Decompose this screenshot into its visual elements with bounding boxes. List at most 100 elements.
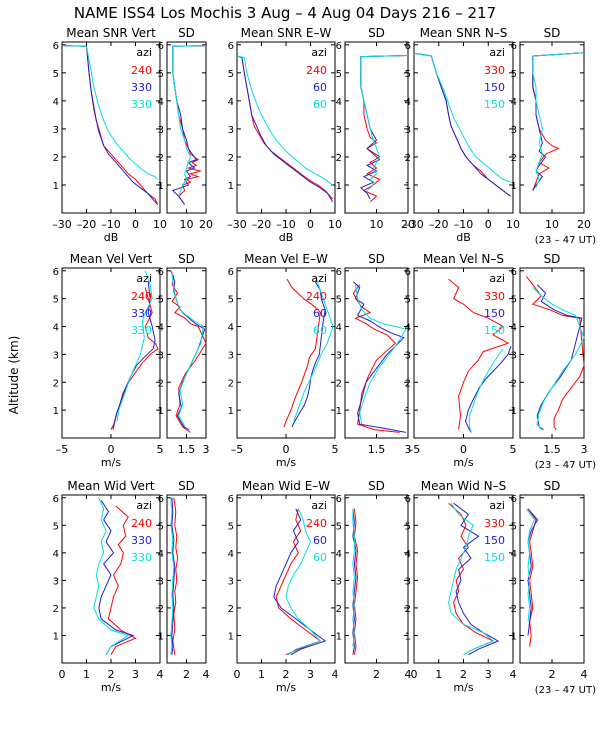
y-tick-label: 2: [228, 378, 234, 389]
y-tick-label: 5: [511, 295, 517, 306]
x-tick-label: –5: [408, 443, 421, 456]
series-line-red: [448, 278, 510, 430]
x-axis-label: m/s: [101, 681, 121, 694]
x-tick-label: 20: [199, 218, 213, 231]
y-tick-label: 2: [336, 378, 342, 389]
series-line-red: [172, 497, 179, 655]
series-line-cyan: [171, 273, 204, 428]
x-tick-label: 4: [510, 668, 517, 681]
panel-mean-vel-n-s-r2c5: Mean Vel N–S 1 2 3 4 5 6 –5 0 5 m/s azi 330 150 150: [405, 252, 517, 469]
y-tick-label: 4: [336, 549, 342, 560]
y-tick-label: 6: [511, 267, 517, 278]
panel-title: SD: [544, 479, 561, 493]
x-tick-label: 4: [203, 668, 210, 681]
series-line-cyan: [360, 55, 409, 191]
y-tick-label: 3: [228, 576, 234, 587]
series-line-cyan: [352, 508, 355, 647]
x-tick-label: 5: [157, 443, 164, 456]
series-line-red: [283, 278, 321, 428]
legend-header: azi: [489, 46, 505, 59]
x-tick-label: –10: [276, 218, 296, 231]
y-tick-label: 4: [511, 323, 517, 334]
series-line-cyan: [413, 52, 511, 183]
x-tick-label: –30: [227, 218, 247, 231]
x-tick-label: –30: [52, 218, 72, 231]
panel-title: Mean Wid Vert: [67, 479, 154, 493]
y-tick-label: 4: [405, 549, 411, 560]
y-tick-label: 4: [228, 549, 234, 560]
series-line-cyan: [285, 508, 322, 656]
series-line-cyan: [170, 497, 175, 655]
y-tick-label: 5: [53, 521, 59, 532]
panel-title: Mean Vel E–W: [244, 252, 328, 266]
panel-sd-r2c4: SD 1 2 3 4 5 6 1.5 3: [336, 252, 412, 456]
x-tick-label: 0: [132, 218, 139, 231]
y-tick-label: 3: [511, 125, 517, 136]
legend-entry-red: 240: [131, 517, 152, 530]
legend-entry-blue: 330: [131, 81, 152, 94]
panel-mean-snr-vert-r1c1: Mean SNR Vert 1 2 3 4 5 6 –30 –20 –10 0 10 dB azi 240 3…: [52, 26, 167, 244]
y-tick-label: 6: [228, 267, 234, 278]
y-tick-label: 6: [228, 494, 234, 505]
series-line-red: [448, 502, 495, 656]
panel-title: Mean SNR E–W: [241, 26, 332, 40]
x-tick-label: 4: [332, 668, 339, 681]
legend-entry-blue: 60: [313, 534, 327, 547]
legend-entry-red: 330: [484, 64, 505, 77]
y-tick-label: 5: [228, 69, 234, 80]
y-tick-label: 3: [511, 576, 517, 587]
x-tick-label: –5: [56, 443, 69, 456]
panel-title: SD: [368, 479, 385, 493]
y-tick-label: 5: [405, 295, 411, 306]
y-tick-label: 3: [336, 125, 342, 136]
y-tick-label: 6: [405, 41, 411, 52]
legend-entry-cyan: 330: [131, 98, 152, 111]
legend-entry-cyan: 150: [484, 551, 505, 564]
y-tick-label: 3: [228, 350, 234, 361]
x-tick-label: 2: [460, 668, 467, 681]
figure-title: NAME ISS4 Los Mochis 3 Aug – 4 Aug 04 Da…: [74, 4, 496, 22]
y-tick-label: 2: [511, 604, 517, 615]
x-axis-label: dB: [279, 231, 294, 244]
x-tick-label: 5: [332, 443, 339, 456]
x-tick-label: 3: [405, 443, 412, 456]
x-axis-label: dB: [104, 231, 119, 244]
y-tick-label: 6: [405, 494, 411, 505]
series-line-cyan: [525, 508, 535, 622]
series-line-cyan: [448, 503, 495, 656]
series-line-blue: [359, 55, 409, 200]
y-tick-label: 1: [158, 631, 164, 642]
y-tick-label: 1: [336, 406, 342, 417]
x-tick-label: –10: [101, 218, 121, 231]
series-line-blue: [527, 508, 539, 636]
y-tick-label: 6: [336, 494, 342, 505]
x-tick-label: 2: [549, 668, 556, 681]
series-line-blue: [352, 508, 357, 655]
x-tick-label: 10: [370, 218, 384, 231]
plot-frame: [344, 267, 409, 439]
series-line-red: [527, 508, 537, 647]
x-axis-label: dB: [456, 231, 471, 244]
y-tick-label: 1: [405, 406, 411, 417]
legend-header: azi: [489, 499, 505, 512]
y-tick-label: 1: [405, 631, 411, 642]
y-tick-label: 6: [336, 267, 342, 278]
y-tick-label: 3: [336, 350, 342, 361]
legend-entry-cyan: 330: [131, 551, 152, 564]
panel-sd-r2c6: SD 1 2 3 4 5 6 1.5 3: [511, 252, 588, 456]
x-axis-label: m/s: [453, 681, 473, 694]
x-tick-label: 10: [545, 218, 559, 231]
x-tick-label: 20: [577, 218, 591, 231]
y-tick-label: 4: [53, 97, 59, 108]
x-tick-label: 1.5: [368, 443, 386, 456]
x-tick-label: 3: [132, 668, 139, 681]
x-tick-label: 0: [460, 443, 467, 456]
series-line-blue: [171, 497, 176, 655]
y-tick-label: 5: [228, 521, 234, 532]
y-tick-label: 2: [405, 604, 411, 615]
y-tick-label: 3: [158, 576, 164, 587]
x-tick-label: 1: [258, 668, 265, 681]
plot-frame: [519, 41, 585, 214]
altitude-axis-label: Altitude (km): [7, 336, 21, 415]
